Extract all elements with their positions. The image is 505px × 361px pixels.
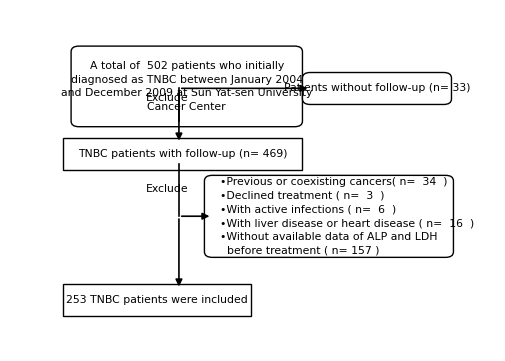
Text: Exclude: Exclude — [145, 92, 188, 103]
Text: Exclude: Exclude — [145, 184, 188, 194]
Text: 253 TNBC patients were included: 253 TNBC patients were included — [66, 295, 248, 305]
FancyBboxPatch shape — [63, 138, 302, 170]
FancyBboxPatch shape — [63, 284, 251, 316]
Text: A total of  502 patients who initially
diagnosed as TNBC between January 2004
an: A total of 502 patients who initially di… — [61, 61, 312, 112]
FancyBboxPatch shape — [302, 73, 450, 104]
Text: TNBC patients with follow-up (n= 469): TNBC patients with follow-up (n= 469) — [78, 149, 287, 159]
FancyBboxPatch shape — [71, 46, 302, 127]
Text: Patients without follow-up (n= 33): Patients without follow-up (n= 33) — [283, 83, 469, 93]
FancyBboxPatch shape — [204, 175, 452, 257]
Text: •Previous or coexisting cancers( n=  34  )
•Declined treatment ( n=  3  )
•With : •Previous or coexisting cancers( n= 34 )… — [220, 177, 473, 255]
